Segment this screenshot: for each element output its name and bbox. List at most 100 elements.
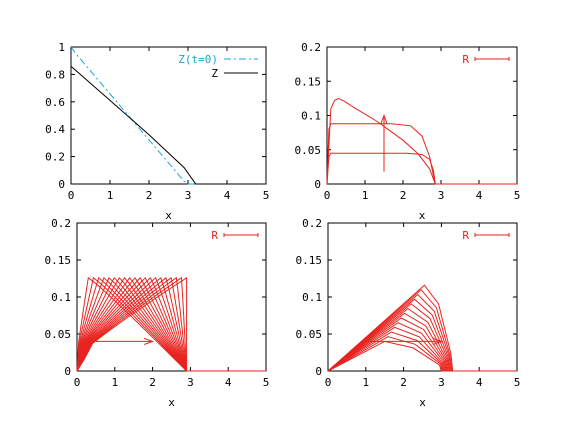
series-r: [76, 276, 266, 372]
x-tick-label: 2: [400, 189, 407, 202]
series-r: [76, 276, 266, 372]
x-tick-label: 0: [74, 376, 81, 389]
series-r: [76, 276, 266, 372]
series-z-initial: [70, 46, 266, 185]
series-r: [327, 317, 517, 372]
series-r: [76, 276, 266, 372]
x-tick-label: 4: [225, 376, 232, 389]
y-tick-label: 0.8: [45, 68, 65, 81]
x-axis-label: x: [168, 396, 175, 409]
x-tick-label: 2: [146, 189, 153, 202]
series-r: [76, 276, 266, 372]
y-tick-label: 0.1: [301, 110, 321, 123]
y-tick-label: 0.1: [51, 291, 71, 304]
series-r: [327, 298, 517, 372]
x-tick-label: 3: [438, 189, 445, 202]
series-r: [76, 276, 266, 372]
y-tick-label: 0.2: [51, 217, 71, 230]
y-tick-label: 0.4: [45, 123, 65, 136]
series-z: [70, 65, 266, 185]
x-tick-label: 4: [476, 376, 483, 389]
panel-r-initial: 0 1 2 3 4 5 0 0.05 0.1 0.15 0.2 x R: [295, 41, 521, 222]
x-tick-label: 1: [362, 189, 369, 202]
series-r: [327, 293, 517, 372]
x-axis-label: x: [419, 396, 426, 409]
x-axis-label: x: [419, 209, 426, 222]
x-tick-label: 2: [400, 376, 407, 389]
y-tick-label: 0.2: [301, 41, 321, 54]
y-tick-label: 0.05: [296, 328, 323, 341]
plot-frame: [70, 46, 267, 185]
x-tick-label: 1: [362, 376, 369, 389]
series-r: [76, 276, 266, 372]
series-r: [327, 340, 517, 372]
legend-label: Z: [211, 67, 218, 80]
series-r: [76, 276, 266, 372]
panel-r-family-late: 0 1 2 3 4 5 0 0.05 0.1 0.15 0.2 x R: [296, 217, 521, 409]
series-r: [76, 276, 266, 372]
y-tick-label: 0.6: [45, 96, 65, 109]
series-r: [76, 276, 266, 372]
x-tick-label: 3: [187, 376, 194, 389]
series-r: [76, 276, 266, 372]
x-tick-label: 5: [263, 376, 270, 389]
series-r: [327, 312, 517, 372]
x-tick-label: 3: [185, 189, 192, 202]
series-r: [76, 276, 266, 372]
series-r: [76, 276, 266, 372]
legend-label: R: [462, 53, 469, 66]
y-tick-label: 0.1: [302, 291, 322, 304]
arrow-head: [432, 337, 443, 345]
x-tick-label: 3: [438, 376, 445, 389]
x-tick-label: 0: [324, 189, 331, 202]
x-tick-label: 1: [111, 376, 118, 389]
panel-z: 0 1 2 3 4 5 0 0.2 0.4 0.6 0.8 1 x Z(t=0)Z: [45, 41, 269, 222]
arrow-head: [380, 114, 388, 125]
series-r: [326, 123, 517, 185]
series-r: [327, 336, 517, 372]
y-tick-label: 0: [314, 178, 321, 191]
legend-label: R: [462, 229, 469, 242]
x-tick-label: 5: [514, 376, 521, 389]
arrow-head: [143, 337, 155, 345]
panel-r-family-early: 0 1 2 3 4 5 0 0.05 0.1 0.15 0.2 x R: [45, 217, 270, 409]
y-tick-label: 0.15: [295, 75, 322, 88]
series-r: [327, 303, 517, 372]
y-tick-label: 0.2: [45, 151, 65, 164]
series-r: [327, 322, 517, 372]
x-tick-label: 4: [476, 189, 483, 202]
x-tick-label: 0: [325, 376, 332, 389]
series-r: [326, 97, 517, 185]
series-r: [76, 276, 266, 372]
x-tick-label: 5: [263, 189, 270, 202]
x-tick-label: 4: [224, 189, 231, 202]
x-tick-label: 1: [107, 189, 114, 202]
series-r: [76, 276, 266, 372]
x-tick-label: 5: [514, 189, 521, 202]
series-r: [326, 152, 517, 185]
y-tick-label: 0.05: [295, 144, 322, 157]
plot-frame: [326, 46, 518, 185]
series-r: [327, 284, 517, 372]
x-tick-label: 0: [68, 189, 75, 202]
y-tick-label: 0.05: [45, 328, 72, 341]
series-r: [76, 276, 266, 372]
series-r: [327, 326, 517, 372]
series-r: [327, 289, 517, 372]
series-r: [76, 276, 266, 372]
y-tick-label: 0: [315, 365, 322, 378]
y-tick-label: 0: [58, 178, 65, 191]
x-tick-label: 2: [149, 376, 156, 389]
legend-label: R: [211, 229, 218, 242]
series-r: [76, 276, 266, 372]
y-tick-label: 1: [58, 41, 65, 54]
series-r: [327, 307, 517, 372]
y-tick-label: 0.2: [302, 217, 322, 230]
y-tick-label: 0: [64, 365, 71, 378]
series-r: [327, 331, 517, 372]
x-axis-label: x: [165, 209, 172, 222]
y-tick-label: 0.15: [45, 254, 72, 267]
legend-label: Z(t=0): [178, 53, 218, 66]
y-tick-label: 0.15: [296, 254, 323, 267]
